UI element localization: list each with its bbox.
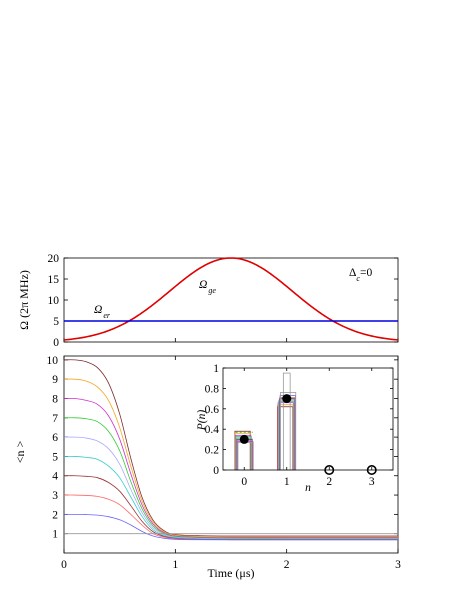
- inset-x-axis-title: n: [305, 482, 311, 494]
- inset-filled-point: [282, 394, 292, 404]
- inset-background: [223, 368, 393, 470]
- bottom-y-tick-label: 9: [52, 374, 58, 386]
- photon-number-curve: [63, 378, 398, 538]
- top-y-tick-label: 20: [48, 253, 60, 265]
- inset-y-tick-label: 0.8: [205, 383, 220, 395]
- inset-distribution-panel: 0 0.2 0.4 0.6 0.8 1 0 1 2 3 P(n) n: [196, 363, 394, 494]
- photon-number-curve: [63, 494, 398, 541]
- inset-plot-frame: [222, 367, 394, 471]
- bottom-series-group: [63, 359, 398, 541]
- top-series-group: [63, 257, 399, 341]
- inset-y-tick-label: 0.4: [205, 424, 220, 436]
- top-y-tick-label: 5: [53, 316, 59, 328]
- bottom-y-tick-label: 5: [52, 451, 58, 463]
- inset-x-tick-label: 2: [326, 476, 332, 488]
- photon-number-curve: [63, 359, 398, 537]
- inset-y-tick-label: 0.6: [205, 404, 220, 416]
- bottom-y-axis-title: <n >: [13, 441, 27, 464]
- inset-y-tick-label: 0: [213, 465, 219, 477]
- detuning-annotation: Δc=0: [349, 267, 372, 283]
- photon-number-curve: [63, 397, 398, 538]
- top-plot-frame: [63, 257, 399, 343]
- bottom-x-tick-label: 0: [61, 559, 67, 571]
- inset-y-axis-title: P(n): [196, 410, 208, 432]
- x-axis-title: Time (μs): [208, 566, 255, 580]
- top-y-tick-label: 15: [48, 274, 60, 286]
- bottom-y-tick-label: 10: [47, 355, 59, 367]
- bottom-y-tick-label: 8: [52, 393, 58, 405]
- omega-er-annotation: Ωer: [94, 304, 111, 320]
- bottom-y-tick-label: 6: [52, 432, 58, 444]
- photon-number-curve: [63, 475, 398, 540]
- bottom-x-tick-label: 1: [172, 559, 178, 571]
- omega-ge-annotation: Ωge: [199, 279, 216, 295]
- bottom-y-tick-label: 1: [52, 529, 58, 541]
- top-axis-ticks: 0 5 10 15 20: [48, 253, 399, 349]
- inset-filled-point: [239, 434, 249, 444]
- bottom-x-tick-label: 3: [395, 559, 401, 571]
- photon-number-curve: [63, 417, 398, 539]
- omega-ge-curve: [63, 257, 399, 341]
- top-y-tick-label: 10: [48, 295, 60, 307]
- inset-axis-ticks: 0 0.2 0.4 0.6 0.8 1 0 1 2 3: [205, 363, 393, 488]
- inset-x-tick-label: 3: [369, 476, 375, 488]
- bottom-y-tick-label: 4: [52, 471, 58, 483]
- inset-x-tick-label: 0: [241, 476, 247, 488]
- inset-y-tick-label: 0.2: [205, 445, 220, 457]
- bottom-y-tick-label: 7: [52, 413, 58, 425]
- rabi-frequency-panel: 0 5 10 15 20 Ω (2π MHz) Ωer Ωge Δc=0: [17, 253, 399, 349]
- inset-x-tick-label: 1: [284, 476, 290, 488]
- bottom-y-tick-label: 3: [52, 490, 58, 502]
- top-y-axis-title: Ω (2π MHz): [17, 270, 31, 330]
- bottom-x-tick-label: 2: [284, 559, 290, 571]
- top-y-tick-label: 0: [53, 337, 59, 349]
- inset-y-tick-label: 1: [213, 363, 219, 375]
- bottom-plot-frame: [63, 355, 399, 554]
- bottom-y-tick-label: 2: [52, 509, 58, 521]
